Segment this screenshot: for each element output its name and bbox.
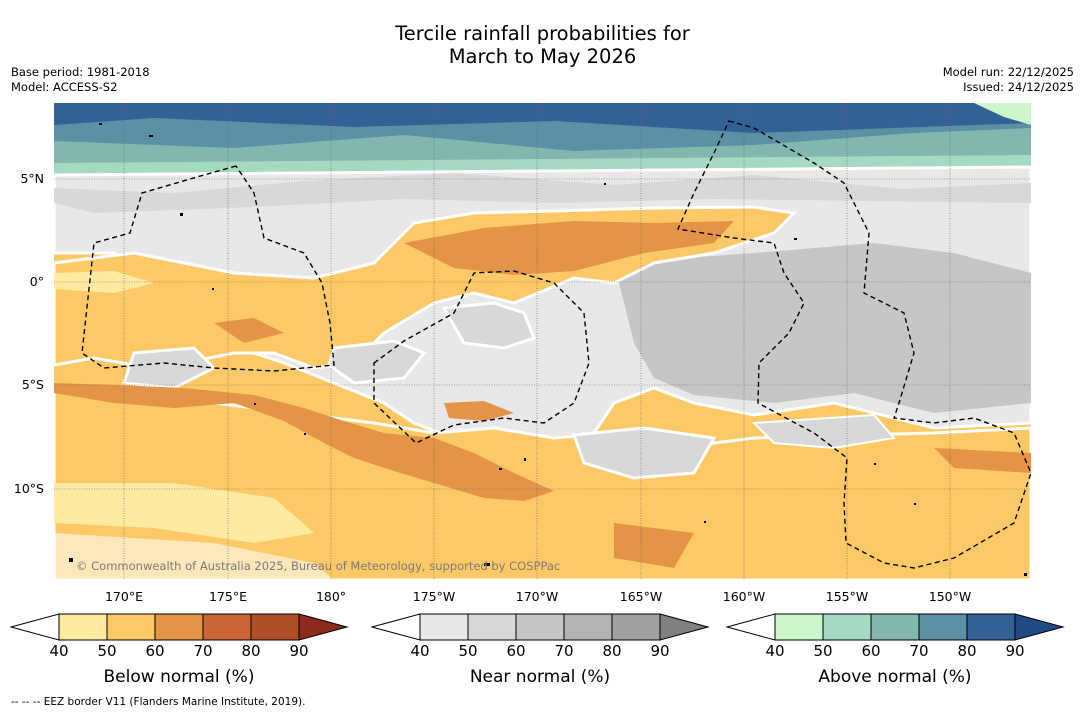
lon-label-180: 180° [315,589,347,604]
above-normal-moderate-region [54,128,1031,165]
below-normal-light-south [54,483,314,543]
cb-above-tick: 60 [861,642,881,660]
cb-near-label: Near normal (%) [469,667,611,687]
lon-label-165w: 165°W [619,589,663,604]
lon-label-155w: 155°W [825,589,869,604]
model-name: Model: ACCESS-S2 [11,80,118,94]
above-normal-corner [974,103,1031,125]
below-normal-patch [214,318,284,343]
cb-near-swatch-2 [467,613,517,641]
cb-below-tick: 60 [145,642,165,660]
model-run: Model run: 22/12/2025 [942,65,1074,79]
near-normal-island-3 [121,346,217,390]
cb-above-swatch-3 [870,613,920,641]
cb-above-tick: 90 [1005,642,1025,660]
cb-above-tick: 80 [957,642,977,660]
lon-label-175e: 175°E [208,589,247,604]
above-normal-strong-region [54,103,1031,133]
cb-near-swatch-3 [515,613,565,641]
cb-below-tick: 90 [289,642,309,660]
cb-below-swatch-1 [58,613,108,641]
base-period: Base period: 1981-2018 [11,65,150,79]
colorbar-above-normal [726,613,1065,641]
cb-near-tick: 90 [650,642,670,660]
meta-right: Model run: 22/12/2025 Issued: 24/12/2025 [943,65,1074,95]
cb-above-swatch-4 [918,613,968,641]
chart-title: Tercile rainfall probabilities for March… [0,22,1085,68]
lat-label-5n: 5°N [20,171,44,186]
lon-label-150w: 150°W [928,589,972,604]
issued-date: Issued: 24/12/2025 [963,80,1074,94]
cb-above-tick: 40 [765,642,785,660]
eez-footnote: -- -- -- EEZ border V11 (Flanders Marine… [11,696,306,708]
graticule [54,103,1031,580]
cb-near-swatch-6 [659,613,710,641]
cb-above-swatch-2 [822,613,872,641]
below-normal-patch-3 [614,523,694,568]
colorbar-near-normal [371,613,710,641]
cb-near-tick: 80 [602,642,622,660]
cb-near-tick: 70 [554,642,574,660]
cb-below-swatch-5 [250,613,300,641]
map-canvas [54,103,1031,580]
cb-near-swatch-0 [371,613,421,641]
lon-label-175w: 175°W [412,589,456,604]
lat-label-10s: 10°S [13,481,44,496]
cb-above-swatch-1 [774,613,824,641]
cb-below-tick: 50 [97,642,117,660]
eez-borders [81,120,1031,569]
cb-below-tick: 70 [193,642,213,660]
cb-below-swatch-6 [298,613,349,641]
meta-left: Base period: 1981-2018 Model: ACCESS-S2 [11,65,150,95]
cb-near-swatch-5 [611,613,661,641]
cb-below-tick: 40 [49,642,69,660]
cb-above-swatch-6 [1014,613,1065,641]
cb-near-tick: 40 [410,642,430,660]
cb-below-swatch-0 [10,613,60,641]
cb-near-tick: 60 [506,642,526,660]
cb-above-label: Above normal (%) [818,667,972,687]
colorbar-below-normal [10,613,349,641]
cb-below-label: Below normal (%) [103,667,255,687]
near-normal-island-4 [571,426,717,480]
near-normal-island [441,301,536,350]
cb-below-swatch-2 [106,613,156,641]
near-normal-island-5 [751,413,896,450]
cb-above-tick: 50 [813,642,833,660]
below-normal-patch-4 [934,448,1031,473]
near-normal-east-region [614,243,1031,413]
cb-above-tick: 70 [909,642,929,660]
copyright-notice: © Commonwealth of Australia 2025, Bureau… [76,559,561,573]
lon-label-160w: 160°W [722,589,766,604]
cb-near-swatch-4 [563,613,613,641]
lon-label-170e: 170°E [104,589,143,604]
cb-below-tick: 80 [241,642,261,660]
cb-below-swatch-3 [154,613,204,641]
cb-above-swatch-5 [966,613,1016,641]
lat-label-0: 0° [29,274,44,289]
cb-above-swatch-0 [726,613,776,641]
title-line-2: March to May 2026 [448,45,637,68]
below-normal-strong-tongue [404,221,734,275]
title-line-1: Tercile rainfall probabilities for [395,22,690,45]
island-specks [69,123,1027,576]
below-normal-patch-2 [444,401,514,421]
cb-near-swatch-1 [419,613,469,641]
lat-label-5s: 5°S [21,377,44,392]
lon-label-170w: 170°W [515,589,559,604]
rainfall-map [54,103,1031,580]
below-normal-strong-south [54,383,554,501]
cb-below-swatch-4 [202,613,252,641]
near-normal-strip [54,173,1031,213]
cb-near-tick: 50 [458,642,478,660]
